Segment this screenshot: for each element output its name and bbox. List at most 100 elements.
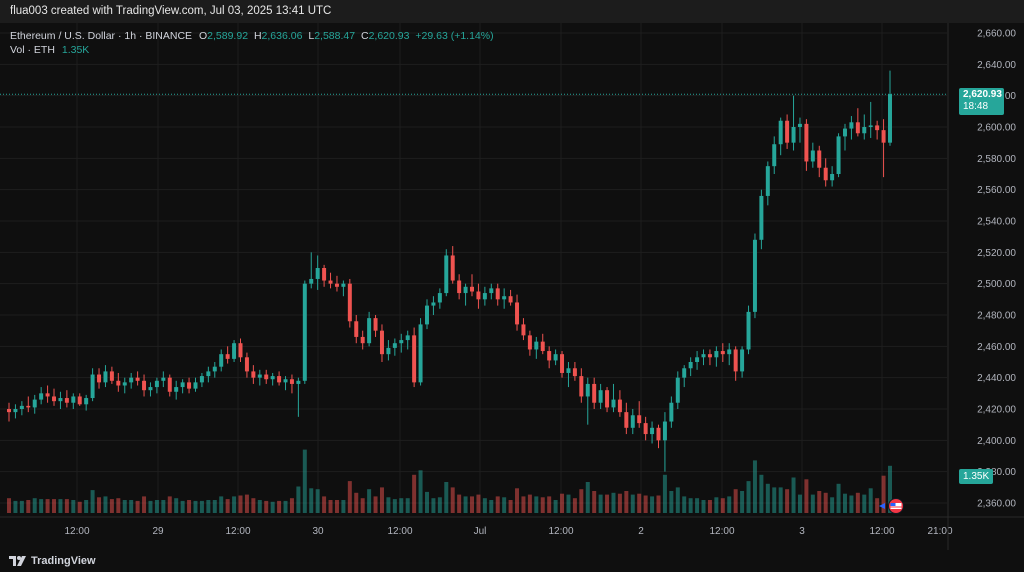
x-axis-tick-label: 12:00: [387, 526, 412, 537]
candle-body: [669, 402, 674, 422]
bar-countdown: 18:48: [963, 101, 989, 112]
candle-body: [765, 166, 770, 196]
candlestick-chart[interactable]: 2,360.00 2,380.00 2,400.00 2,420.00 2,440.00…: [0, 23, 1024, 550]
volume-bar: [669, 491, 674, 513]
volume-bar: [727, 496, 732, 513]
y-axis-tick-label: 2,460.00: [977, 342, 1016, 353]
y-axis-tick-label: 2,660.00: [977, 29, 1016, 40]
volume-bar: [502, 497, 507, 513]
volume-bar: [58, 499, 63, 513]
candle-body: [219, 354, 224, 367]
volume-bar: [650, 496, 655, 513]
volume-bar: [508, 500, 513, 513]
volume-bar: [791, 477, 796, 513]
candle-body: [367, 318, 372, 344]
volume-bar: [315, 489, 320, 513]
footer-bar: TradingView: [0, 550, 1024, 572]
candle-body: [296, 380, 301, 384]
volume-bar: [772, 487, 777, 513]
volume-bar: [148, 500, 153, 513]
volume-bar: [560, 493, 565, 513]
tradingview-logo-icon: [9, 556, 26, 566]
volume-bar: [804, 479, 809, 513]
volume-bar: [675, 487, 680, 513]
candle-body: [302, 283, 307, 381]
candle-body: [103, 371, 108, 383]
candle-body: [52, 396, 57, 402]
candle-body: [347, 283, 352, 322]
y-axis-tick-label: 2,500.00: [977, 279, 1016, 290]
last-price-value: 2,620.93: [963, 89, 1002, 100]
candle-body: [315, 268, 320, 279]
candle-body: [154, 380, 159, 388]
candle-body: [354, 321, 359, 337]
volume-bar: [354, 492, 359, 513]
candle-body: [733, 349, 738, 372]
volume-bar: [322, 496, 327, 513]
volume-bar: [888, 465, 892, 513]
candle-body: [547, 351, 552, 361]
candle-body: [823, 167, 828, 181]
volume-bar: [489, 500, 494, 513]
candle-body: [187, 382, 192, 389]
x-axis-tick-label: 21:00: [927, 526, 952, 537]
candle-body: [637, 415, 642, 424]
candle-body: [392, 343, 397, 348]
candle-body: [707, 354, 712, 358]
candle-body: [84, 398, 89, 405]
candle-body: [277, 376, 282, 383]
candle-body: [759, 195, 764, 240]
volume-bar: [714, 497, 719, 513]
candle-body: [797, 123, 802, 127]
volume-bar: [688, 498, 693, 513]
candle-body: [470, 286, 475, 292]
candle-body: [515, 302, 520, 325]
x-axis-tick-label: 12:00: [225, 526, 250, 537]
legend-volume-label: Vol · ETH: [10, 44, 55, 56]
tradingview-logo[interactable]: TradingView: [9, 553, 96, 569]
volume-bar: [7, 498, 11, 513]
candle-body: [720, 351, 725, 355]
candle-body: [129, 377, 134, 383]
candle-body: [135, 377, 140, 381]
volume-bar: [341, 500, 346, 513]
candle-body: [7, 409, 11, 413]
volume-bar: [701, 500, 706, 513]
legend-high-value: 2,636.06: [261, 30, 303, 42]
candle-body: [650, 427, 655, 435]
volume-bar: [39, 499, 44, 513]
candle-body: [386, 347, 391, 355]
candle-body: [424, 305, 429, 325]
candle-body: [379, 330, 384, 355]
chart-caption: flua003 created with TradingView.com, Ju…: [10, 5, 332, 17]
volume-bar: [444, 482, 449, 513]
us-flag-event-icon[interactable]: [877, 497, 907, 515]
volume-bar: [97, 497, 102, 513]
volume-bar: [720, 498, 725, 513]
candle-body: [585, 383, 590, 397]
volume-bar: [399, 498, 404, 513]
x-axis-tick-label: 30: [312, 526, 324, 537]
legend-open-key: O: [198, 30, 208, 42]
y-axis-tick-label: 2,520.00: [977, 248, 1016, 259]
candle-body: [193, 382, 198, 389]
volume-bar: [752, 460, 757, 513]
volume-bar: [238, 495, 243, 513]
legend-low-key: L: [308, 30, 315, 42]
volume-bar: [264, 500, 269, 513]
volume-bar: [122, 500, 127, 513]
chart-area[interactable]: 2,360.00 2,380.00 2,400.00 2,420.00 2,440.00…: [0, 23, 1024, 550]
volume-bar: [592, 491, 597, 513]
candle-body: [540, 341, 545, 352]
candle-body: [534, 341, 539, 350]
candle-body: [560, 354, 565, 373]
candle-body: [778, 120, 783, 145]
volume-bar: [810, 494, 815, 513]
candle-body: [675, 377, 680, 403]
chart-legend: Ethereum / U.S. Dollar · 1h · BINANCE O2…: [10, 29, 494, 57]
candle-body: [836, 136, 841, 174]
candle-body: [328, 280, 333, 284]
y-axis-tick-label: 2,640.00: [977, 60, 1016, 71]
candle-body: [682, 368, 687, 378]
volume-bar: [875, 498, 880, 513]
